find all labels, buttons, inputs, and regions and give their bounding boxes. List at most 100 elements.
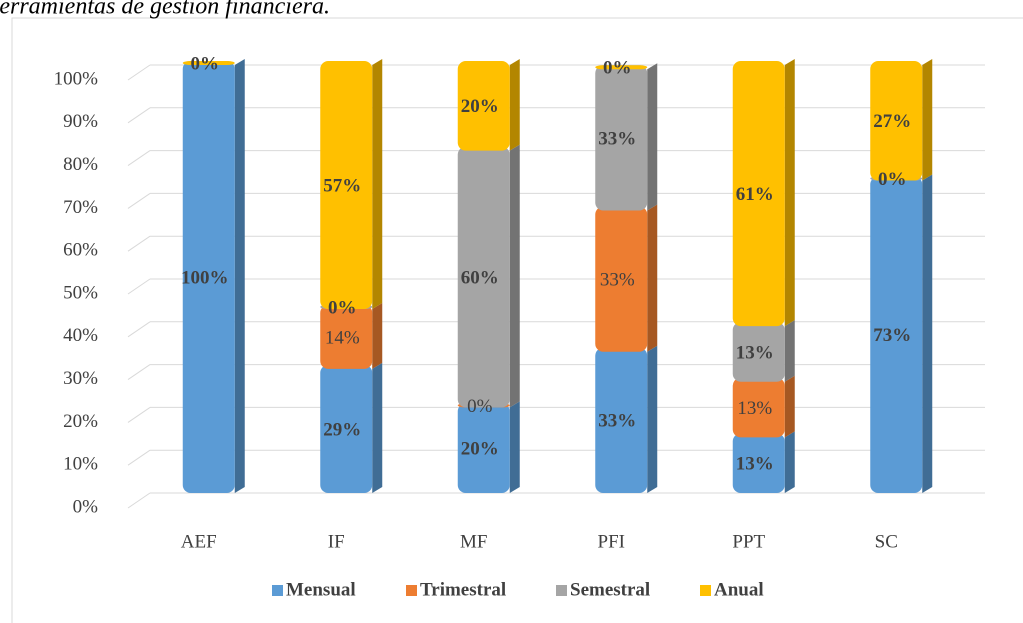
data-label: 60% (461, 267, 499, 288)
grid-line-depth (127, 492, 151, 509)
bar-front (595, 347, 648, 493)
chart-border (11, 17, 1023, 623)
bar-front (457, 61, 510, 151)
bar-front (182, 61, 235, 65)
bar-side (784, 320, 795, 382)
x-tick-label: SC (875, 531, 898, 552)
y-tick-label: 80% (63, 154, 98, 175)
bar-segment (732, 59, 795, 327)
grid-line-depth (127, 64, 151, 81)
bar-side (372, 302, 383, 369)
bar-segment (320, 59, 383, 309)
data-label: 33% (600, 269, 635, 290)
bar-segment (870, 59, 933, 181)
bar-side (647, 345, 658, 493)
data-label: 13% (736, 454, 774, 475)
bar-front (595, 65, 648, 70)
data-label: 33% (598, 128, 636, 149)
grid-line-depth (127, 321, 151, 338)
bar-segment (595, 345, 658, 493)
x-tick-label: PFI (598, 531, 625, 552)
legend-label: Semestral (570, 579, 650, 600)
bar-front (732, 61, 785, 327)
data-label: 33% (598, 411, 636, 432)
grid-line-depth (127, 235, 151, 252)
data-label: 13% (737, 398, 772, 419)
data-label: 29% (323, 419, 361, 440)
legend-swatch (700, 585, 711, 596)
bar-segment (732, 320, 795, 382)
bar-front (320, 304, 373, 369)
bar-segment (595, 204, 658, 352)
legend-label: Trimestral (420, 579, 506, 600)
bar-front (457, 146, 510, 408)
y-tick-label: 40% (63, 325, 98, 346)
x-tick-label: MF (460, 531, 487, 552)
data-label: 73% (873, 325, 911, 346)
legend-label: Mensual (286, 579, 356, 600)
x-tick-label: PPT (732, 531, 765, 552)
bar-front (870, 176, 923, 493)
bar-segment (732, 431, 795, 493)
y-tick-label: 100% (54, 68, 99, 89)
legend-swatch (406, 585, 417, 596)
bar-segment (595, 63, 658, 211)
bar-front (732, 322, 785, 382)
bar-segment (320, 362, 383, 493)
data-label: 0% (191, 53, 220, 74)
grid-line-depth (127, 107, 151, 124)
bar-segment (732, 375, 795, 438)
bar-front (732, 377, 785, 438)
data-label: 27% (873, 111, 911, 132)
chart-title: Herramientas de gestión financiera. (0, 0, 330, 20)
bar-front (595, 206, 648, 352)
data-label: 0% (467, 396, 493, 417)
y-tick-label: 60% (63, 240, 98, 261)
grid-line-depth (127, 364, 151, 381)
bar-segment (182, 59, 245, 493)
bar-segment (320, 302, 383, 369)
bar-segment (182, 59, 245, 65)
x-tick-label: IF (328, 531, 345, 552)
bar-front (320, 364, 373, 493)
data-label: 57% (323, 175, 361, 196)
bar-front (457, 403, 510, 493)
bar-side (647, 204, 658, 352)
y-tick-label: 30% (63, 368, 98, 389)
bar-front (182, 61, 235, 493)
grid-line-depth (127, 150, 151, 167)
bar-side (784, 375, 795, 438)
bar-side (784, 431, 795, 493)
bar-side (922, 174, 933, 493)
data-label: 100% (181, 267, 229, 288)
bar-front (732, 433, 785, 493)
grid-line-depth (127, 192, 151, 209)
y-tick-label: 0% (73, 496, 99, 517)
bar-segment (870, 174, 933, 493)
bar-side (784, 59, 795, 327)
y-tick-label: 20% (63, 411, 98, 432)
bar-segment (457, 59, 520, 151)
legend-swatch (556, 585, 567, 596)
data-label: 14% (325, 327, 360, 348)
x-tick-label: AEF (181, 531, 217, 552)
bar-front (870, 61, 923, 181)
bar-segment (457, 401, 520, 493)
y-tick-label: 70% (63, 197, 98, 218)
data-label: 61% (736, 184, 774, 205)
legend-swatch (272, 585, 283, 596)
data-label: 0% (878, 169, 907, 190)
data-label: 0% (328, 297, 357, 318)
bar-front (595, 65, 648, 211)
y-tick-label: 10% (63, 454, 98, 475)
y-tick-label: 90% (63, 111, 98, 132)
data-label: 13% (736, 342, 774, 363)
bar-side (647, 63, 658, 211)
grid-line-depth (127, 406, 151, 423)
legend-label: Anual (714, 579, 764, 600)
data-label: 20% (461, 96, 499, 117)
y-tick-label: 50% (63, 282, 98, 303)
bar-side (922, 59, 933, 181)
bar-side (372, 362, 383, 493)
